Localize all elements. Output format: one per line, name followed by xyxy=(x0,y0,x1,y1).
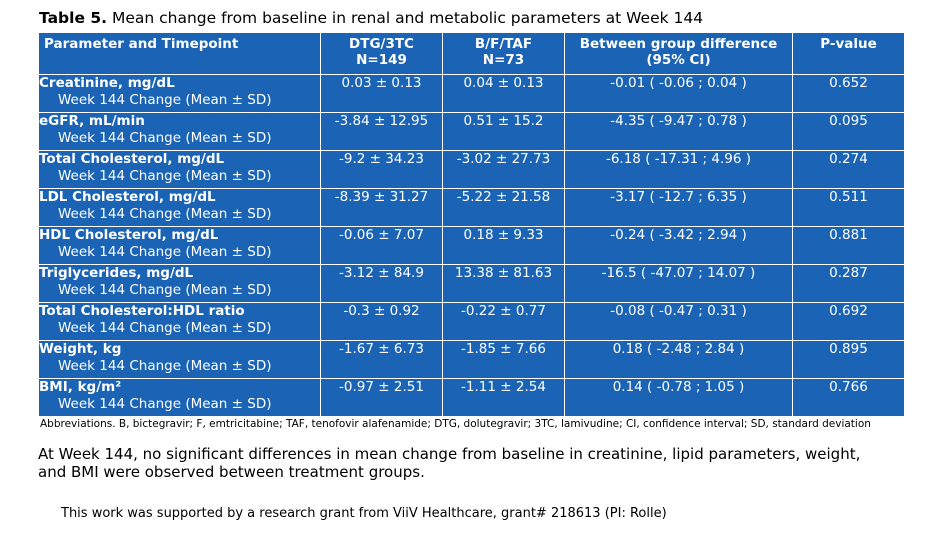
row-parameter: Triglycerides, mg/dL Week 144 Change (Mea… xyxy=(38,264,321,303)
header-pvalue: P-value xyxy=(792,32,905,75)
parameter-name: HDL Cholesterol, mg/dL xyxy=(39,227,219,243)
parameter-timepoint: Week 144 Change (Mean ± SD) xyxy=(58,168,272,184)
table-row: HDL Cholesterol, mg/dL Week 144 Change (M… xyxy=(38,226,905,265)
header-dtg: DTG/3TC N=149 xyxy=(320,32,443,75)
header-parameter: Parameter and Timepoint xyxy=(38,32,321,75)
parameter-timepoint: Week 144 Change (Mean ± SD) xyxy=(58,282,272,298)
parameter-timepoint: Week 144 Change (Mean ± SD) xyxy=(58,244,272,260)
cell-dtg: -1.67 ± 6.73 xyxy=(320,340,443,379)
row-parameter: eGFR, mL/min Week 144 Change (Mean ± SD) xyxy=(38,112,321,151)
row-parameter: Creatinine, mg/dL Week 144 Change (Mean ±… xyxy=(38,74,321,113)
parameter-name: Weight, kg xyxy=(39,341,122,357)
cell-bft: 0.04 ± 0.13 xyxy=(442,74,565,113)
cell-pvalue: 0.766 xyxy=(792,378,905,417)
parameter-name: Creatinine, mg/dL xyxy=(39,75,175,91)
cell-bft: 0.18 ± 9.33 xyxy=(442,226,565,265)
parameter-timepoint: Week 144 Change (Mean ± SD) xyxy=(58,396,272,412)
table-row: eGFR, mL/min Week 144 Change (Mean ± SD) … xyxy=(38,112,905,151)
cell-difference: -6.18 ( -17.31 ; 4.96 ) xyxy=(564,150,793,189)
cell-difference: -0.01 ( -0.06 ; 0.04 ) xyxy=(564,74,793,113)
cell-pvalue: 0.895 xyxy=(792,340,905,379)
parameter-timepoint: Week 144 Change (Mean ± SD) xyxy=(58,206,272,222)
cell-dtg: -0.3 ± 0.92 xyxy=(320,302,443,341)
cell-dtg: -0.06 ± 7.07 xyxy=(320,226,443,265)
parameter-name: LDL Cholesterol, mg/dL xyxy=(39,189,216,205)
cell-bft: 0.51 ± 15.2 xyxy=(442,112,565,151)
header-bft-line2: N=73 xyxy=(482,52,525,68)
header-difference: Between group difference (95% CI) xyxy=(564,32,793,75)
row-parameter: HDL Cholesterol, mg/dL Week 144 Change (M… xyxy=(38,226,321,265)
cell-pvalue: 0.511 xyxy=(792,188,905,227)
summary-text: At Week 144, no significant differences … xyxy=(38,445,898,481)
parameter-name: BMI, kg/m² xyxy=(39,379,122,395)
header-difference-line2: (95% CI) xyxy=(646,52,711,68)
header-bft-line1: B/F/TAF xyxy=(474,36,533,52)
cell-bft: -3.02 ± 27.73 xyxy=(442,150,565,189)
row-parameter: Weight, kg Week 144 Change (Mean ± SD) xyxy=(38,340,321,379)
table-row: Weight, kg Week 144 Change (Mean ± SD) -1… xyxy=(38,340,905,379)
row-parameter: BMI, kg/m² Week 144 Change (Mean ± SD) xyxy=(38,378,321,417)
cell-pvalue: 0.274 xyxy=(792,150,905,189)
table-row: Triglycerides, mg/dL Week 144 Change (Mea… xyxy=(38,264,905,303)
row-parameter: LDL Cholesterol, mg/dL Week 144 Change (M… xyxy=(38,188,321,227)
table-row: Total Cholesterol, mg/dL Week 144 Change … xyxy=(38,150,905,189)
cell-dtg: -9.2 ± 34.23 xyxy=(320,150,443,189)
parameter-name: Total Cholesterol, mg/dL xyxy=(39,151,225,167)
table-row: Creatinine, mg/dL Week 144 Change (Mean ±… xyxy=(38,74,905,113)
table-title: Table 5. Mean change from baseline in re… xyxy=(39,9,703,27)
table-row: BMI, kg/m² Week 144 Change (Mean ± SD) -0… xyxy=(38,378,905,417)
parameter-timepoint: Week 144 Change (Mean ± SD) xyxy=(58,320,272,336)
parameter-name: Total Cholesterol:HDL ratio xyxy=(39,303,245,319)
cell-dtg: 0.03 ± 0.13 xyxy=(320,74,443,113)
header-difference-line1: Between group difference xyxy=(579,36,778,52)
header-dtg-line1: DTG/3TC xyxy=(349,36,414,52)
summary-line-2: and BMI were observed between treatment … xyxy=(38,463,425,481)
parameter-timepoint: Week 144 Change (Mean ± SD) xyxy=(58,92,272,108)
parameter-timepoint: Week 144 Change (Mean ± SD) xyxy=(58,358,272,374)
cell-dtg: -8.39 ± 31.27 xyxy=(320,188,443,227)
table-header-row: Parameter and Timepoint DTG/3TC N=149 B/F… xyxy=(38,32,905,75)
table-title-label: Table 5. xyxy=(39,9,108,27)
parameter-timepoint: Week 144 Change (Mean ± SD) xyxy=(58,130,272,146)
funding-note: This work was supported by a research gr… xyxy=(61,506,667,521)
cell-difference: -3.17 ( -12.7 ; 6.35 ) xyxy=(564,188,793,227)
cell-difference: -0.24 ( -3.42 ; 2.94 ) xyxy=(564,226,793,265)
abbreviations-note: Abbreviations. B, bictegravir; F, emtric… xyxy=(40,418,871,430)
row-parameter: Total Cholesterol:HDL ratio Week 144 Chan… xyxy=(38,302,321,341)
row-parameter: Total Cholesterol, mg/dL Week 144 Change … xyxy=(38,150,321,189)
cell-difference: -16.5 ( -47.07 ; 14.07 ) xyxy=(564,264,793,303)
cell-pvalue: 0.652 xyxy=(792,74,905,113)
header-dtg-line2: N=149 xyxy=(356,52,407,68)
cell-bft: -5.22 ± 21.58 xyxy=(442,188,565,227)
header-bft: B/F/TAF N=73 xyxy=(442,32,565,75)
cell-pvalue: 0.287 xyxy=(792,264,905,303)
cell-bft: -1.85 ± 7.66 xyxy=(442,340,565,379)
parameter-name: Triglycerides, mg/dL xyxy=(39,265,194,281)
table-row: Total Cholesterol:HDL ratio Week 144 Chan… xyxy=(38,302,905,341)
cell-difference: 0.18 ( -2.48 ; 2.84 ) xyxy=(564,340,793,379)
cell-pvalue: 0.095 xyxy=(792,112,905,151)
cell-difference: 0.14 ( -0.78 ; 1.05 ) xyxy=(564,378,793,417)
cell-bft: -0.22 ± 0.77 xyxy=(442,302,565,341)
cell-dtg: -0.97 ± 2.51 xyxy=(320,378,443,417)
cell-pvalue: 0.881 xyxy=(792,226,905,265)
cell-dtg: -3.12 ± 84.9 xyxy=(320,264,443,303)
table-title-text: Mean change from baseline in renal and m… xyxy=(107,9,704,27)
table-row: LDL Cholesterol, mg/dL Week 144 Change (M… xyxy=(38,188,905,227)
cell-pvalue: 0.692 xyxy=(792,302,905,341)
cell-difference: -0.08 ( -0.47 ; 0.31 ) xyxy=(564,302,793,341)
cell-dtg: -3.84 ± 12.95 xyxy=(320,112,443,151)
cell-bft: -1.11 ± 2.54 xyxy=(442,378,565,417)
parameter-name: eGFR, mL/min xyxy=(39,113,145,129)
results-table: Parameter and Timepoint DTG/3TC N=149 B/F… xyxy=(38,32,905,417)
cell-bft: 13.38 ± 81.63 xyxy=(442,264,565,303)
cell-difference: -4.35 ( -9.47 ; 0.78 ) xyxy=(564,112,793,151)
summary-line-1: At Week 144, no significant differences … xyxy=(38,445,861,463)
